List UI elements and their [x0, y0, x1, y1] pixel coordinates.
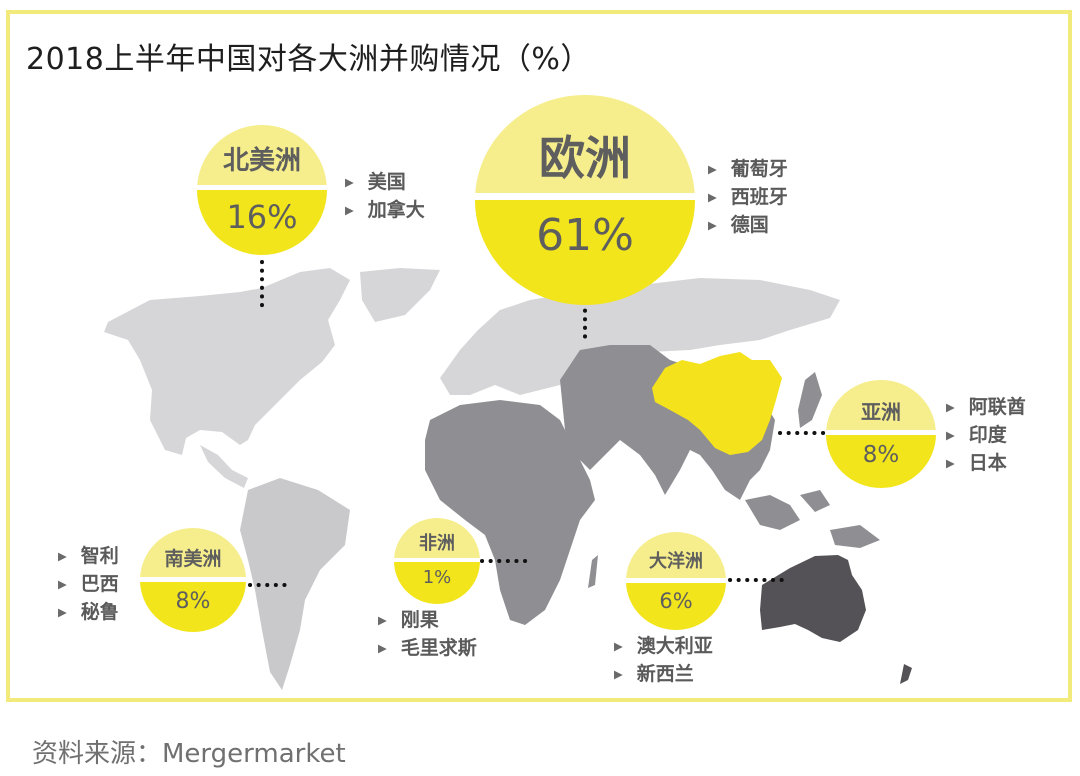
region-percent: 8%	[826, 435, 936, 488]
triangle-icon: ▶	[708, 190, 717, 204]
triangle-icon: ▶	[345, 203, 354, 217]
triangle-icon: ▶	[946, 428, 955, 442]
list-item: ▶ 葡萄牙	[708, 155, 788, 183]
map-japan	[798, 372, 822, 428]
countries-north-america: ▶ 美国 ▶ 加拿大	[345, 168, 425, 224]
triangle-icon: ▶	[58, 549, 67, 563]
region-name: 亚洲	[826, 380, 936, 430]
list-item: ▶ 日本	[946, 449, 1026, 477]
list-item: ▶ 德国	[708, 211, 788, 239]
map-new-zealand	[900, 664, 912, 684]
map-north-america	[104, 268, 350, 455]
region-name: 北美洲	[197, 125, 327, 185]
triangle-icon: ▶	[58, 605, 67, 619]
countries-asia: ▶ 阿联酋 ▶ 印度 ▶ 日本	[946, 393, 1026, 477]
page-title: 2018上半年中国对各大洲并购情况（%）	[26, 42, 591, 77]
bubble-south-america: 南美洲 8%	[140, 528, 246, 632]
region-percent: 1%	[394, 562, 480, 604]
countries-south-america: ▶ 智利 ▶ 巴西 ▶ 秘鲁	[58, 542, 119, 626]
region-percent: 61%	[475, 200, 695, 305]
map-south-america	[240, 478, 350, 690]
map-central-america	[200, 445, 248, 488]
map-china	[652, 352, 782, 455]
region-name: 非洲	[394, 518, 480, 558]
list-item: ▶ 巴西	[58, 570, 119, 598]
countries-europe: ▶ 葡萄牙 ▶ 西班牙 ▶ 德国	[708, 155, 788, 239]
bubble-oceania: 大洋洲 6%	[626, 532, 726, 630]
triangle-icon: ▶	[378, 641, 387, 655]
list-item: ▶ 新西兰	[614, 660, 713, 688]
region-percent: 16%	[197, 190, 327, 255]
list-item: ▶ 毛里求斯	[378, 634, 477, 662]
list-item: ▶ 刚果	[378, 606, 477, 634]
triangle-icon: ▶	[614, 639, 623, 653]
region-name: 欧洲	[475, 95, 695, 193]
list-item: ▶ 西班牙	[708, 183, 788, 211]
map-se-asia	[745, 490, 880, 548]
triangle-icon: ▶	[614, 667, 623, 681]
region-percent: 6%	[626, 583, 726, 630]
map-africa	[425, 400, 595, 625]
map-madagascar	[588, 555, 598, 588]
triangle-icon: ▶	[378, 613, 387, 627]
list-item: ▶ 美国	[345, 168, 425, 196]
list-item: ▶ 印度	[946, 421, 1026, 449]
triangle-icon: ▶	[708, 218, 717, 232]
region-name: 大洋洲	[626, 532, 726, 578]
map-australia	[760, 555, 866, 642]
list-item: ▶ 智利	[58, 542, 119, 570]
bubble-europe: 欧洲 61%	[475, 95, 695, 305]
list-item: ▶ 澳大利亚	[614, 632, 713, 660]
map-greenland	[360, 268, 440, 322]
list-item: ▶ 加拿大	[345, 196, 425, 224]
triangle-icon: ▶	[58, 577, 67, 591]
bubble-asia: 亚洲 8%	[826, 380, 936, 488]
region-percent: 8%	[140, 582, 246, 632]
triangle-icon: ▶	[946, 456, 955, 470]
triangle-icon: ▶	[708, 162, 717, 176]
list-item: ▶ 阿联酋	[946, 393, 1026, 421]
list-item: ▶ 秘鲁	[58, 598, 119, 626]
bubble-north-america: 北美洲 16%	[197, 125, 327, 255]
countries-oceania: ▶ 澳大利亚 ▶ 新西兰	[614, 632, 713, 688]
region-name: 南美洲	[140, 528, 246, 577]
map-europe	[440, 278, 840, 395]
triangle-icon: ▶	[345, 175, 354, 189]
source-note: 资料来源：Mergermarket	[32, 739, 346, 769]
countries-africa: ▶ 刚果 ▶ 毛里求斯	[378, 606, 477, 662]
bubble-africa: 非洲 1%	[394, 518, 480, 604]
triangle-icon: ▶	[946, 400, 955, 414]
